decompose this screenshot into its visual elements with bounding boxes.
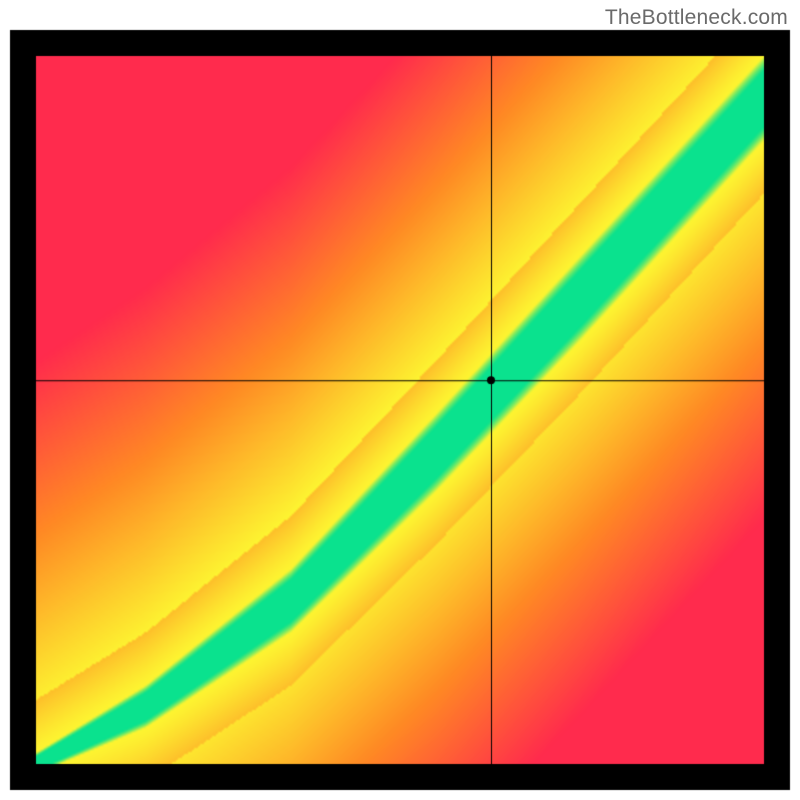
chart-container: TheBottleneck.com: [0, 0, 800, 800]
watermark-text: TheBottleneck.com: [605, 6, 788, 30]
bottleneck-heatmap-canvas: [0, 0, 800, 800]
